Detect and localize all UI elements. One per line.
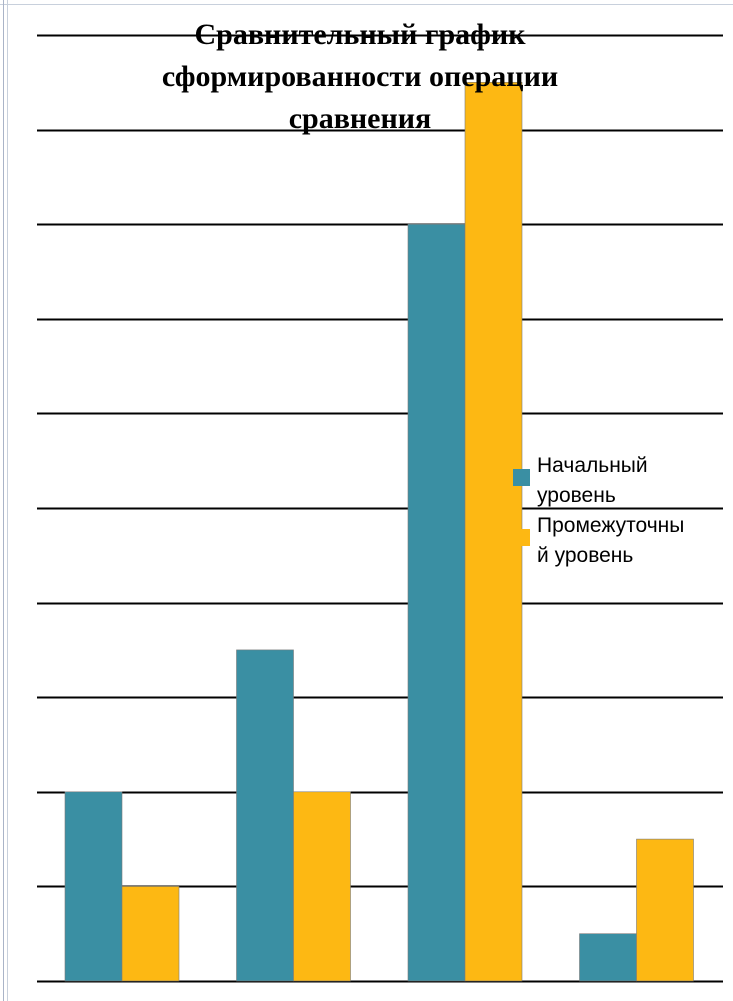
legend-swatch-intermediate (513, 529, 530, 546)
legend-label-intermediate: Промежуточны й уровень (537, 514, 685, 567)
frame-left-border (3, 0, 4, 1001)
frame-top-border (0, 4, 733, 5)
bar-series-1-cat-0 (121, 886, 180, 982)
bar-series-1-cat-3 (636, 838, 694, 982)
legend-label-initial: Начальный уровень (537, 454, 648, 507)
bar-series-0-cat-3 (579, 933, 637, 982)
legend: Начальный уровень Промежуточны й уровень (512, 451, 732, 571)
legend-item-initial: Начальный уровень (512, 451, 732, 511)
bar-series-0-cat-0 (64, 791, 123, 982)
legend-item-intermediate: Промежуточны й уровень (512, 511, 732, 571)
bar-series-0-cat-2 (407, 223, 466, 982)
bars (64, 82, 694, 982)
bar-series-1-cat-1 (293, 791, 351, 982)
bar-series-1-cat-2 (464, 82, 523, 982)
legend-swatch-initial (513, 469, 530, 486)
bar-series-0-cat-1 (236, 649, 294, 982)
chart-title: Сравнительный график сформированности оп… (161, 18, 559, 135)
frame-left-border-inner (7, 0, 8, 1001)
